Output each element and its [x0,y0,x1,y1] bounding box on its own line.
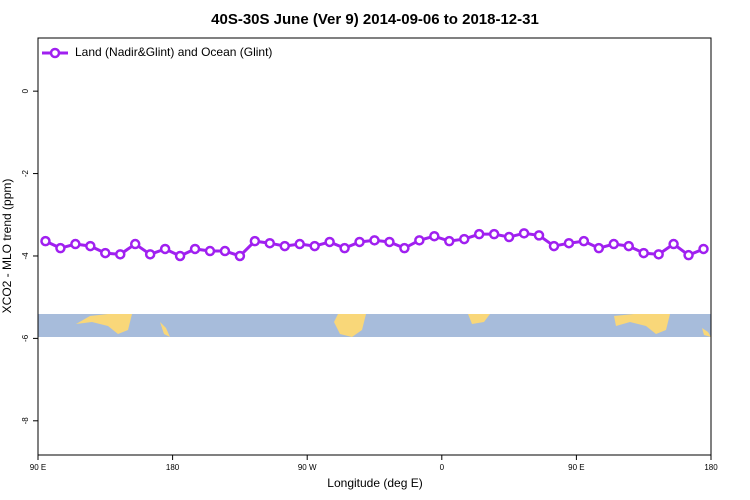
chart-title: 40S-30S June (Ver 9) 2014-09-06 to 2018-… [211,11,539,28]
series-point [414,235,425,246]
series-point [129,238,141,250]
series-point [55,242,66,254]
legend-label: Land (Nadir&Glint) and Ocean (Glint) [75,45,272,59]
series-point [264,237,276,249]
x-tick-label: 180 [704,463,718,472]
series-point [668,238,679,250]
map-strip [38,314,711,337]
series-point [563,237,575,249]
x-axis-label: Longitude (deg E) [327,476,422,490]
y-tick-label: -6 [21,334,30,342]
y-axis-label: XCO2 - MLO trend (ppm) [0,179,14,314]
y-tick-label: -4 [21,252,30,260]
x-tick-label: 90 E [30,463,46,472]
series-point [473,228,485,240]
series-point [234,250,246,262]
series-point [399,242,410,254]
series-point [384,236,395,248]
series-point [70,238,81,250]
y-tick-label: -8 [21,417,30,425]
series-point [608,238,620,250]
series-point [593,242,605,254]
x-tick-label: 90 E [568,463,584,472]
series-point [533,230,545,241]
series-point [444,235,455,247]
series-point [294,238,305,250]
x-tick-label: 180 [166,463,180,472]
series-point [458,233,470,245]
series-point [683,249,694,261]
series-point [623,240,634,252]
series-point [219,245,231,257]
series-point [279,240,291,252]
series-point [638,247,649,259]
series-point [159,243,171,255]
series-point [144,249,156,260]
series-point [204,245,216,257]
x-tick-label: 0 [440,463,445,472]
y-tick-label: -2 [21,169,30,177]
series-point [189,243,201,255]
series-point [115,249,126,260]
series-point [548,240,560,252]
series-point [429,230,440,242]
series-point [698,243,709,255]
x-tick-label: 90 W [298,463,317,472]
series-point [174,250,186,262]
y-tick-label: 0 [21,88,30,93]
series-point [488,228,500,240]
series-point [85,240,96,252]
series-point [369,235,380,246]
series-point [503,231,515,243]
series-point [324,236,335,248]
series-point [309,240,320,252]
legend-marker [49,47,61,59]
series-point [100,247,111,259]
series-point [339,242,350,254]
series-point [249,235,261,247]
series-point [518,228,530,239]
plot-frame [37,37,712,456]
series-point [354,236,365,248]
series-point [578,235,590,247]
series-point [653,249,664,260]
series-point [40,235,51,247]
